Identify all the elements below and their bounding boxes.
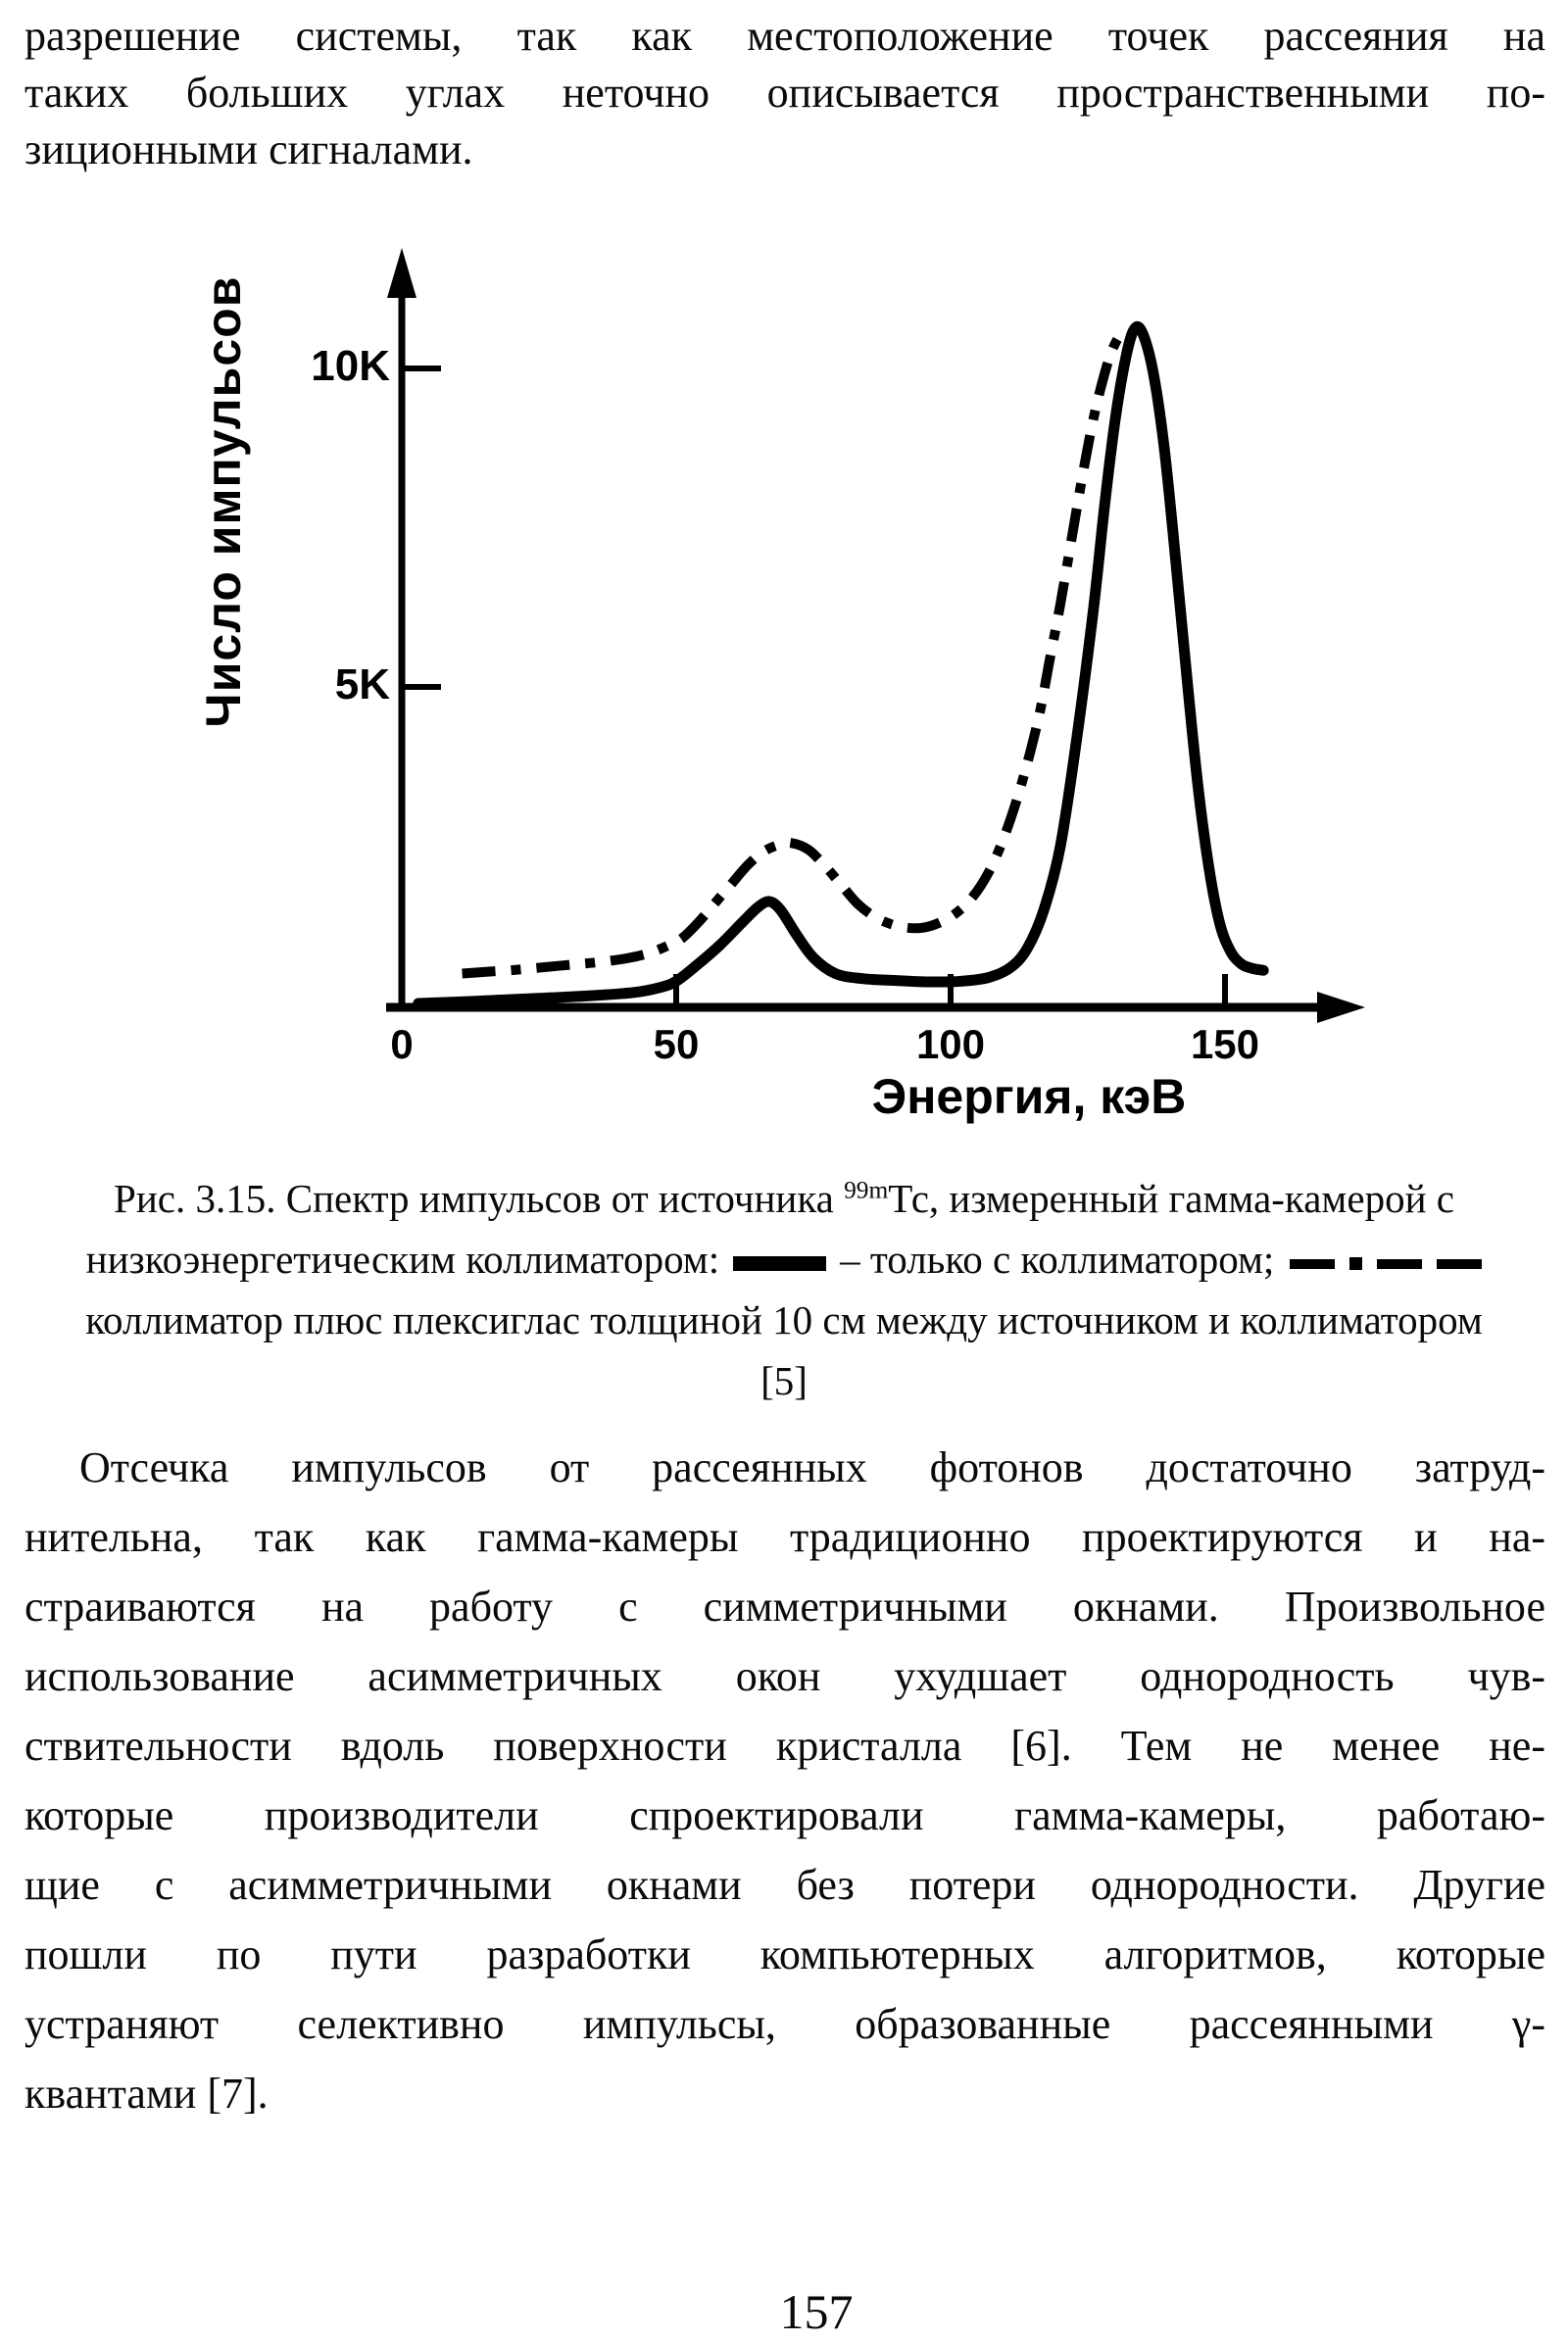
paragraph-line: разрешение системы, так как местоположен… [24,12,1545,60]
caption-line-3: коллиматор плюс плексиглас толщиной 10 с… [85,1297,1483,1342]
caption-text: Тс, измеренный гамма-камерой с [888,1176,1454,1221]
solid-line-legend-sample [733,1256,827,1272]
paragraph-line: Отсечка импульсов от рассеянных фотонов … [79,1443,1545,1491]
y-tick-label: 5K [334,660,390,708]
body-paragraph: Отсечка импульсов от рассеянных фотонов … [24,1433,1545,2128]
paragraph-line: ствительности вдоль поверхности кристалл… [24,1722,1545,1770]
caption-line-1: Рис. 3.15. Спектр импульсов от источника… [59,1168,1509,1229]
axis-ticks [402,366,1228,1007]
caption-text: – только с коллиматором; [840,1237,1275,1282]
y-axis-title: Число импульсов [196,275,251,728]
x-axis-arrowhead [1317,992,1365,1023]
paragraph-line: использование асимметричных окон ухудшае… [24,1652,1545,1700]
x-tick-label: 150 [1190,1021,1260,1067]
solid-curve-collimator-only [413,321,1269,1009]
x-axis-title: Энергия, кэВ [871,1069,1187,1124]
isotope-superscript: 99m [844,1176,889,1204]
paragraph-line: таких больших углах неточно описывается … [24,69,1545,117]
paragraph-line: щие с асимметричными окнами без потери о… [24,1861,1545,1909]
paragraph-line: которые производители спроектировали гам… [24,1791,1545,1839]
paragraph-line: нительна, так как гамма-камеры традицион… [24,1513,1545,1561]
caption-text: Рис. 3.15. Спектр импульсов от источника [114,1176,845,1221]
caption-text: низкоэнергетическим коллиматором: [85,1237,720,1282]
y-tick-label: 10K [311,342,390,390]
x-tick-label: 0 [390,1021,414,1067]
y-axis-arrowhead [387,248,416,298]
paragraph-line: устраняют селективно импульсы, образован… [24,2000,1545,2048]
paragraph-line: зиционными сигналами. [24,125,473,173]
paragraph-line: квантами [7]. [24,2070,269,2118]
dashdot-curve-with-plexiglass [462,330,1126,979]
paragraph-line: страиваются на работу с симметричными ок… [24,1583,1545,1631]
dashdot-line-legend-sample [1290,1257,1483,1271]
x-tick-label: 50 [653,1021,700,1067]
top-paragraph: разрешение системы, так как местоположен… [24,8,1545,178]
figure-caption: Рис. 3.15. Спектр импульсов от источника… [59,1168,1509,1411]
paragraph-line: пошли по пути разработки компьютерных ал… [24,1930,1545,1978]
caption-reference: [5] [760,1358,808,1403]
caption-line-2: низкоэнергетическим коллиматором: – тольк… [59,1229,1509,1290]
page-number: 157 [779,2284,854,2339]
x-tick-label: 100 [915,1021,986,1067]
